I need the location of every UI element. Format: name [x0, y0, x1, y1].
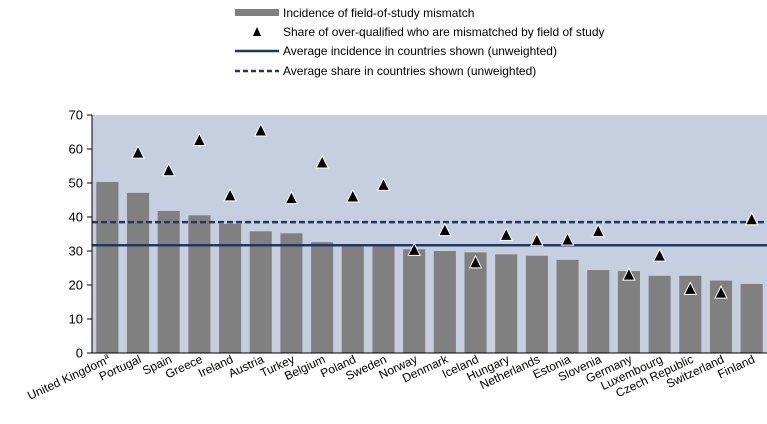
y-tick-label: 10: [69, 312, 83, 327]
y-tick-label: 60: [69, 142, 83, 157]
bar-portugal: [126, 192, 150, 353]
y-axis: 0 10 20 30 40 50 60 70: [69, 108, 93, 361]
bar-sweden: [372, 245, 395, 353]
legend-label: Average incidence in countries shown (un…: [283, 44, 557, 58]
y-tick-label: 40: [69, 210, 83, 225]
bar-austria: [249, 231, 272, 353]
marker-czech-republic: [683, 281, 698, 295]
markers: [131, 122, 759, 299]
bar-luxembourg: [648, 275, 671, 353]
marker-greece: [192, 132, 207, 146]
bar-ireland: [219, 223, 242, 353]
bar-czech-republic: [679, 275, 702, 353]
bar-netherlands: [525, 255, 548, 353]
legend: Incidence of field-of-study mismatch Shar…: [235, 6, 605, 78]
marker-turkey: [284, 190, 299, 205]
marker-switzerland: [714, 285, 728, 299]
bar-germany: [617, 271, 640, 353]
legend-swatch-marker: [253, 27, 261, 36]
y-tick-label: 50: [69, 176, 83, 191]
bar-finland: [740, 283, 763, 353]
bar-greece: [188, 215, 211, 353]
marker-luxembourg: [652, 247, 667, 262]
bar-spain: [157, 210, 180, 353]
y-tick-label: 20: [69, 278, 83, 293]
marker-estonia: [560, 232, 575, 246]
bar-slovenia: [587, 270, 610, 353]
bar-united-kingdom: [96, 181, 119, 353]
y-tick-label: 0: [76, 346, 83, 361]
bar-belgium: [311, 242, 334, 353]
bar-poland: [341, 244, 364, 353]
marker-germany: [622, 267, 636, 281]
legend-swatch-bar: [235, 9, 279, 16]
marker-iceland: [468, 254, 483, 269]
marker-belgium: [315, 154, 329, 169]
x-axis: United KingdomaPortugalSpainGreeceIrelan…: [25, 351, 767, 403]
marker-netherlands: [530, 232, 544, 247]
bars: [96, 181, 763, 353]
marker-slovenia: [591, 223, 606, 238]
marker-denmark: [438, 222, 452, 237]
legend-label: Average share in countries shown (unweig…: [283, 64, 536, 78]
marker-finland: [744, 211, 759, 226]
legend-label: Share of over-qualified who are mismatch…: [283, 25, 605, 39]
marker-norway: [407, 242, 421, 256]
y-tick-label: 30: [69, 244, 83, 259]
marker-austria: [253, 122, 268, 137]
bar-switzerland: [709, 280, 733, 353]
marker-sweden: [376, 177, 391, 191]
bar-iceland: [464, 252, 487, 353]
bar-hungary: [495, 254, 518, 353]
marker-spain: [161, 162, 176, 177]
marker-poland: [345, 188, 360, 203]
bar-denmark: [433, 251, 456, 353]
y-tick-label: 70: [69, 108, 83, 123]
legend-label: Incidence of field-of-study mismatch: [283, 6, 474, 20]
marker-ireland: [223, 187, 237, 202]
average-lines: [92, 220, 767, 247]
bar-estonia: [556, 259, 579, 353]
marker-hungary: [499, 227, 514, 241]
bar-norway: [403, 249, 426, 353]
marker-portugal: [131, 144, 145, 159]
bar-turkey: [280, 233, 303, 353]
